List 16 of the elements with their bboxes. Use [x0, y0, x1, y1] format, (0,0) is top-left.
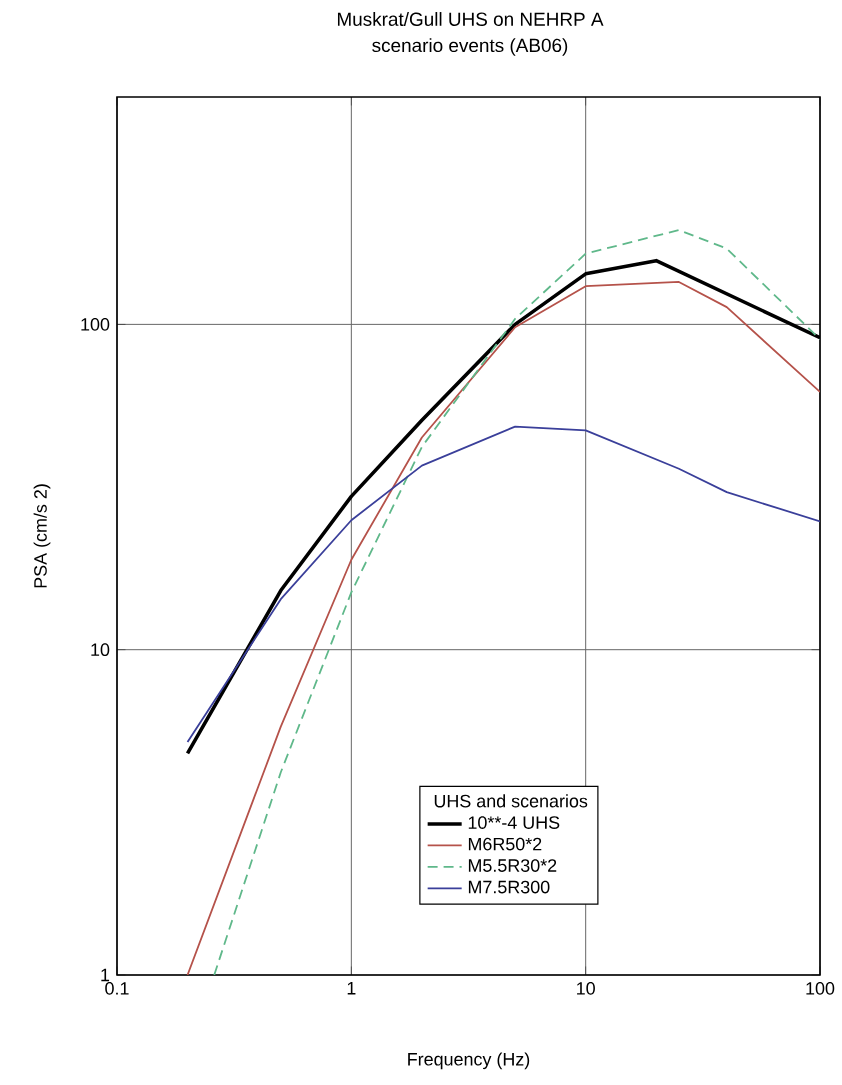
legend-title: UHS and scenarios	[434, 794, 588, 808]
x-tick-label: 10	[577, 982, 595, 995]
x-axis-title: Frequency (Hz)	[408, 1052, 530, 1070]
y-axis-title: PSA (cm/s 2)	[33, 484, 51, 588]
legend-label: 10**-4 UHS	[468, 816, 560, 829]
chart-subtitle: scenario events (AB06)	[372, 38, 568, 56]
y-tick-label: 10	[91, 643, 110, 657]
y-tick-label: 100	[81, 318, 110, 331]
chart-title: Muskrat/Gull UHS on NEHRP A	[337, 12, 604, 26]
x-tick-label: 100	[806, 982, 835, 995]
legend-label: M7.5R300	[468, 880, 550, 894]
legend-label: M5.5R30*2	[468, 859, 557, 872]
legend-label: M6R50*2	[468, 837, 542, 851]
x-tick-label: 1	[347, 982, 356, 995]
y-tick-label: 1	[101, 968, 110, 982]
x-tick-label: 0.1	[105, 982, 129, 995]
